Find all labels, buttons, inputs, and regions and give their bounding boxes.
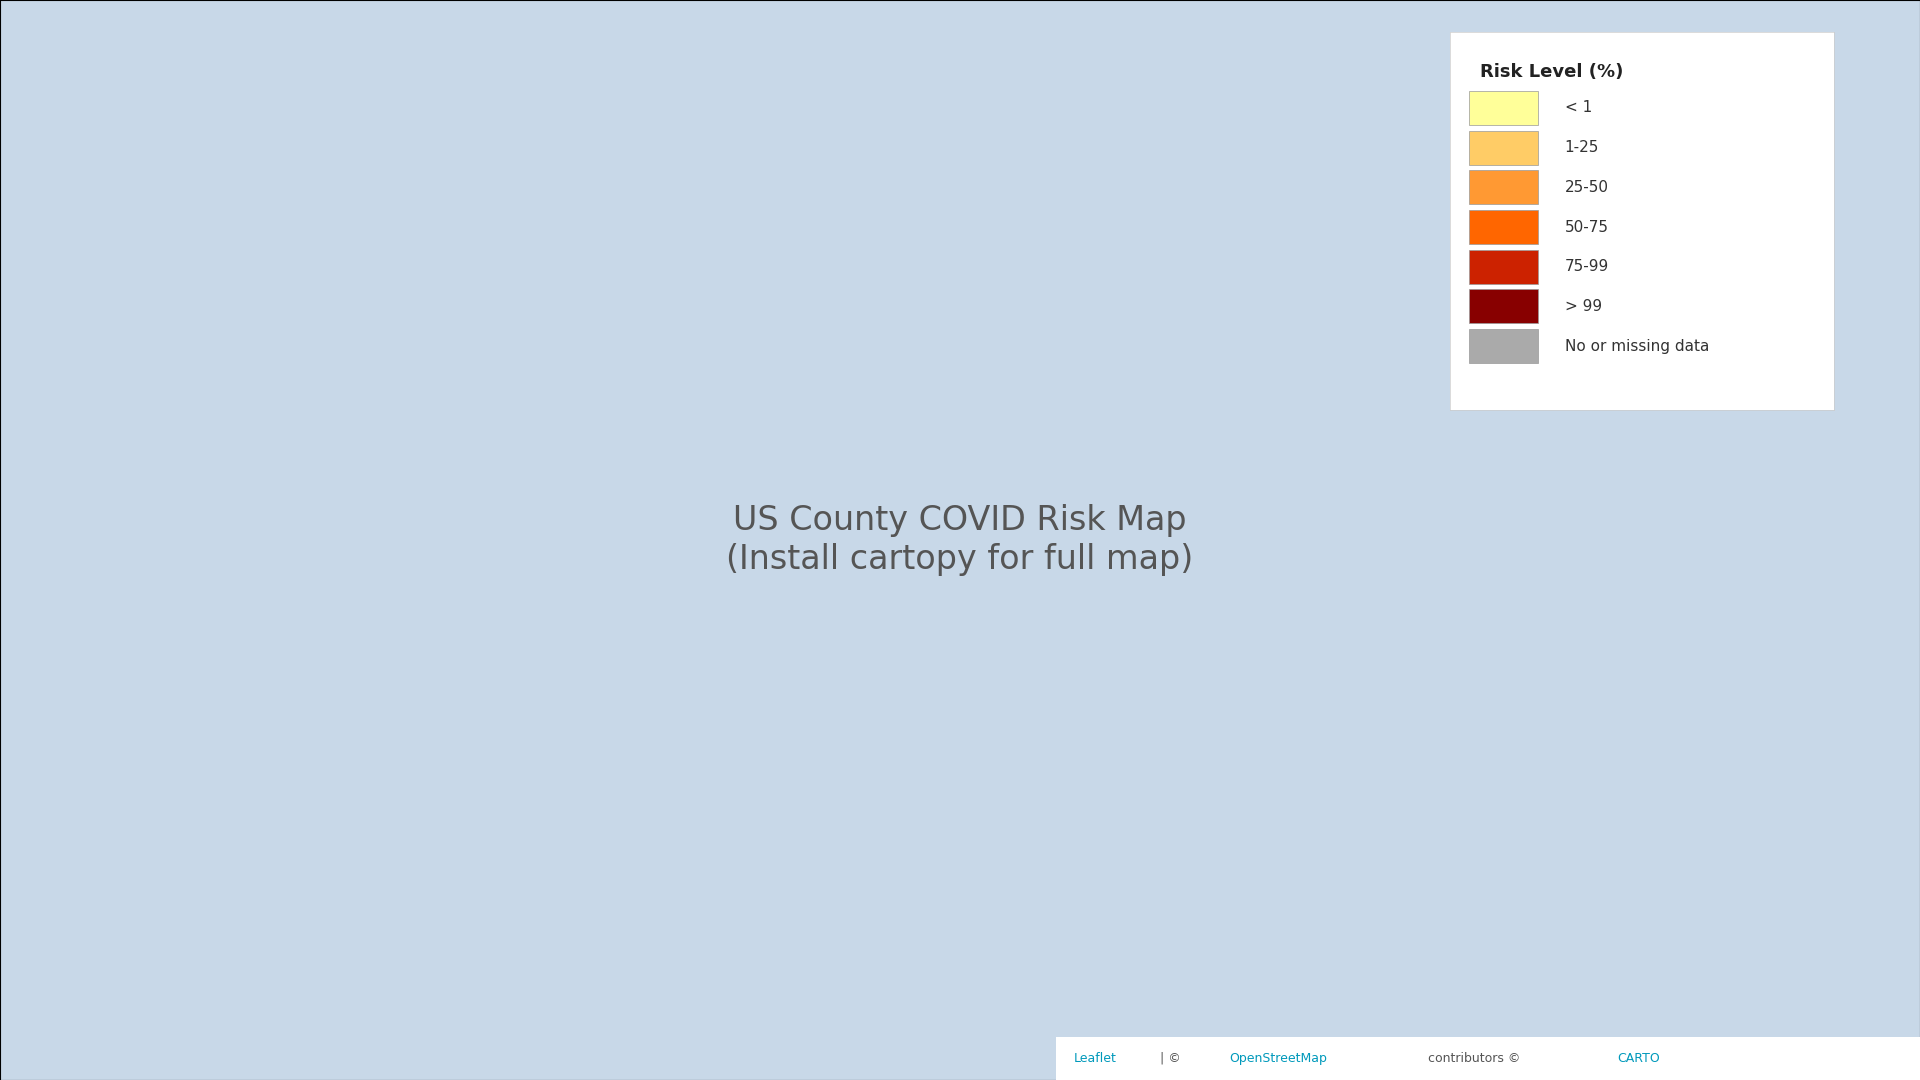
Bar [1469, 131, 1538, 164]
Text: 75-99: 75-99 [1565, 259, 1609, 274]
Text: | ©: | © [1160, 1052, 1185, 1065]
Text: Risk Level (%): Risk Level (%) [1480, 63, 1624, 81]
Text: No or missing data: No or missing data [1565, 339, 1709, 353]
Text: contributors ©: contributors © [1427, 1052, 1524, 1065]
Bar [1469, 210, 1538, 244]
Bar [1469, 91, 1538, 125]
Bar [1469, 249, 1538, 284]
Bar [1469, 171, 1538, 204]
Text: CARTO: CARTO [1617, 1052, 1661, 1065]
Text: OpenStreetMap: OpenStreetMap [1229, 1052, 1327, 1065]
Text: > 99: > 99 [1565, 299, 1601, 314]
Text: 50-75: 50-75 [1565, 219, 1609, 234]
Text: US County COVID Risk Map
(Install cartopy for full map): US County COVID Risk Map (Install cartop… [726, 504, 1194, 576]
Text: 1-25: 1-25 [1565, 140, 1599, 156]
Bar [1469, 329, 1538, 363]
Text: < 1: < 1 [1565, 100, 1592, 116]
Bar [1469, 289, 1538, 324]
Text: Leaflet: Leaflet [1073, 1052, 1116, 1065]
Text: 25-50: 25-50 [1565, 180, 1609, 194]
